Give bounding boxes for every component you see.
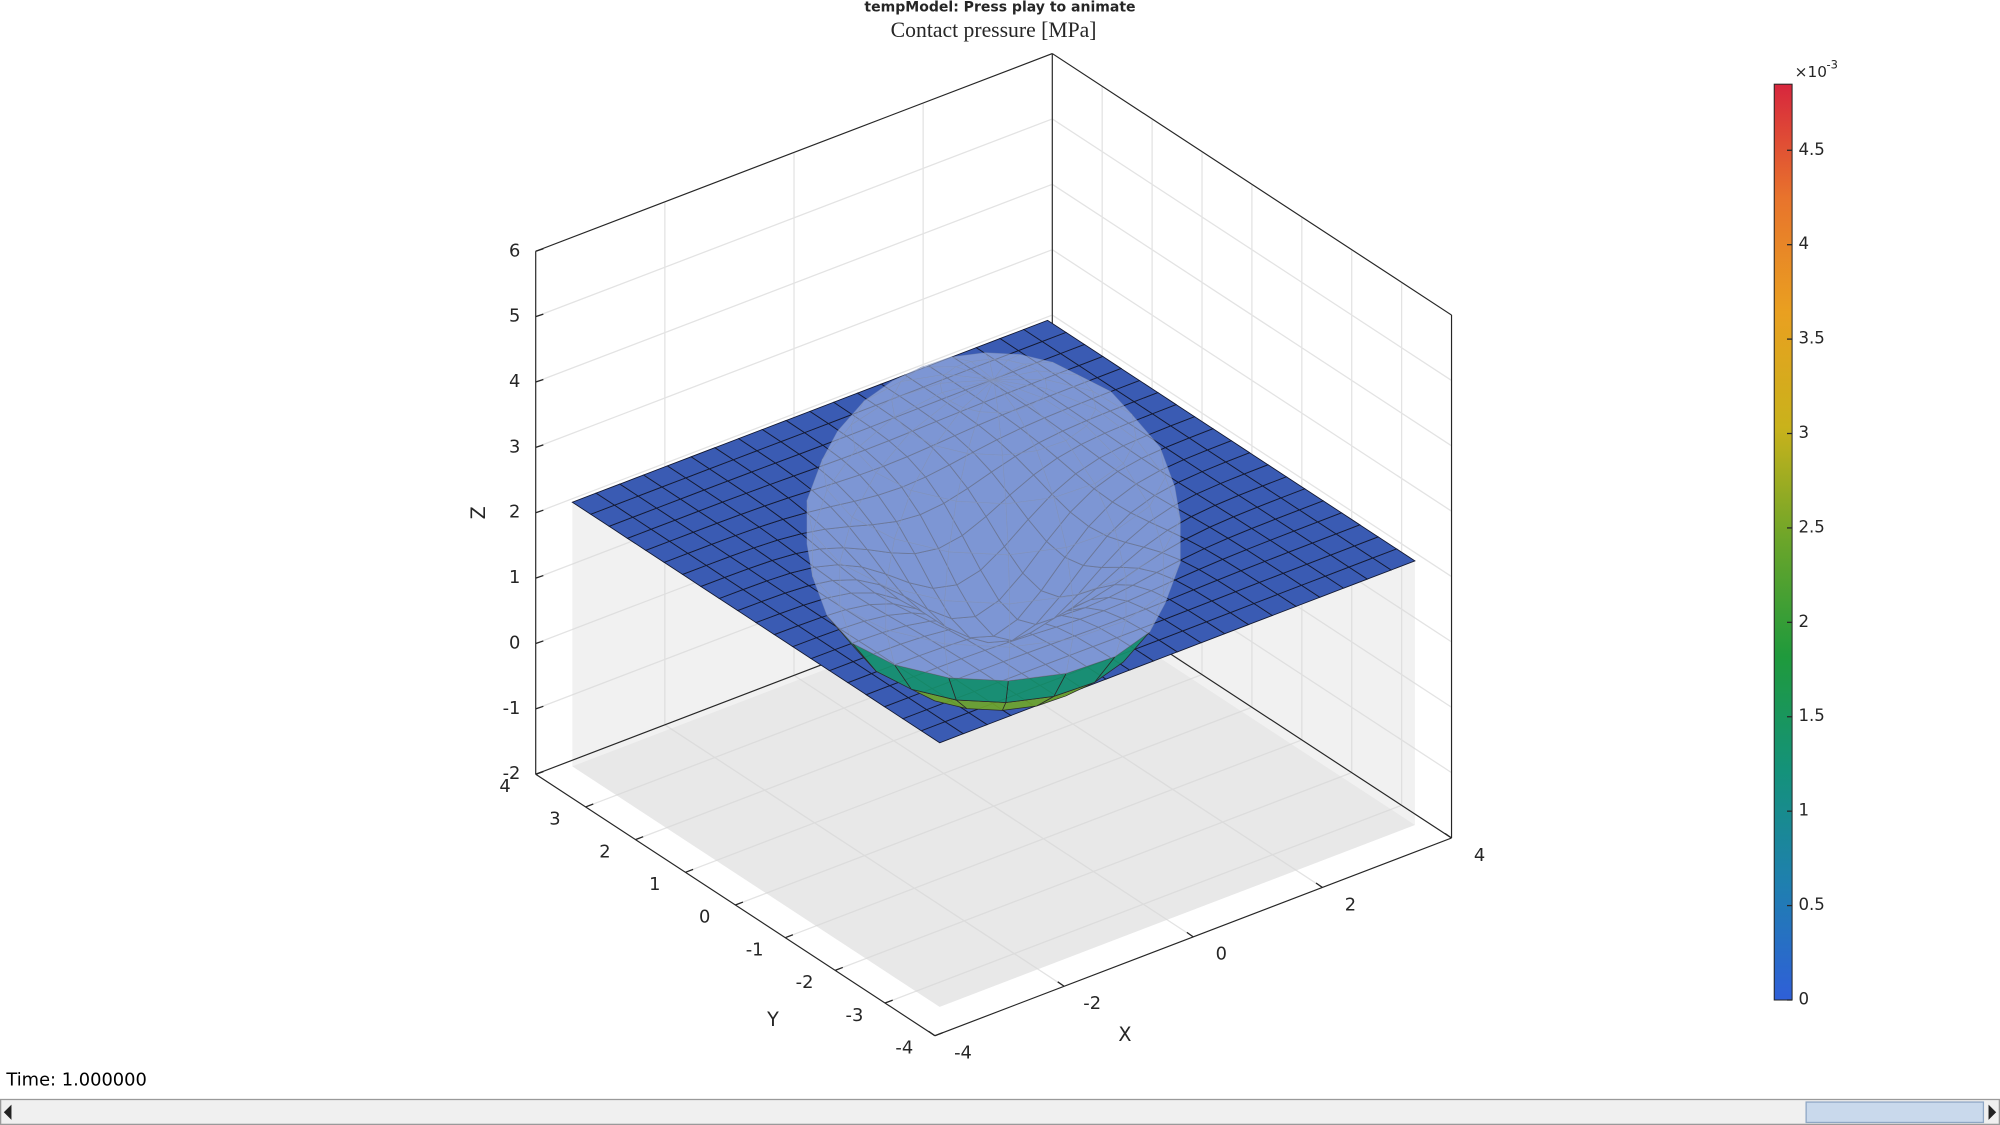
- y-tick-label: 1: [649, 874, 660, 895]
- y-tick: [834, 966, 844, 971]
- sphere-face: [944, 551, 1010, 605]
- slider-track[interactable]: [0, 1098, 2000, 1125]
- x-tick-label: -2: [1083, 993, 1101, 1014]
- y-axis-label: Y: [766, 1008, 779, 1031]
- z-tick-label: 1: [509, 567, 520, 588]
- grid-line: [685, 673, 1203, 873]
- grid-line: [535, 183, 1053, 383]
- slider-left-arrow[interactable]: [3, 1104, 12, 1120]
- y-tick: [735, 901, 744, 906]
- colorbar-tick-label: 3.5: [1798, 329, 1824, 348]
- x-tick: [1186, 931, 1194, 938]
- sphere-face: [948, 677, 1009, 703]
- time-slider[interactable]: [0, 1098, 2000, 1125]
- axis-box-edge: [1051, 53, 1452, 316]
- x-tick: [1444, 833, 1452, 839]
- z-tick: [535, 509, 544, 514]
- sphere-face: [944, 643, 1010, 682]
- y-tick: [635, 836, 644, 841]
- grid-line: [884, 804, 1402, 1004]
- z-tick: [535, 640, 544, 645]
- z-tick: [535, 705, 544, 710]
- colorbar-tick-label: 0: [1798, 990, 1809, 1009]
- sphere-face: [1007, 546, 1073, 605]
- surface-face: [1022, 319, 1067, 342]
- grid-line: [1051, 249, 1452, 512]
- z-tick: [535, 248, 544, 252]
- x-tick-label: -4: [954, 1043, 972, 1064]
- x-tick: [1057, 981, 1065, 987]
- z-tick-label: 4: [509, 371, 520, 392]
- colorbar-tick-label: 0.5: [1798, 895, 1824, 914]
- sphere-face: [948, 501, 1009, 556]
- z-tick-label: 5: [509, 306, 520, 327]
- sphere-face: [944, 600, 1010, 648]
- x-tick-label: 0: [1216, 944, 1227, 965]
- grid-line: [1051, 314, 1452, 578]
- z-axis-label: Z: [467, 506, 490, 519]
- slider-thumb[interactable]: [1805, 1101, 1985, 1124]
- grid-line: [834, 772, 1352, 971]
- grid-line: [785, 739, 1303, 939]
- z-tick-label: -1: [503, 698, 521, 719]
- colorbar-tick-label: 3: [1798, 423, 1809, 442]
- x-tick-label: 4: [1474, 845, 1485, 866]
- y-tick: [535, 770, 544, 775]
- x-tick: [928, 1030, 936, 1037]
- base-volume: [939, 560, 1415, 1007]
- z-tick: [535, 444, 544, 448]
- y-tick: [884, 999, 893, 1004]
- z-tick: [535, 574, 544, 579]
- y-tick-label: 4: [499, 776, 510, 797]
- slider-right-arrow[interactable]: [1988, 1104, 1997, 1120]
- colorbar-tick-label: 2: [1798, 612, 1809, 631]
- y-tick-label: -3: [846, 1005, 864, 1026]
- grid-line: [535, 249, 1053, 448]
- axis-box-edge: [535, 53, 1053, 252]
- colorbar-exponent: -3: [1827, 58, 1838, 72]
- grid-line: [535, 118, 1053, 318]
- z-tick-label: 0: [509, 632, 520, 653]
- y-tick-label: -1: [746, 939, 764, 960]
- y-tick-label: -2: [796, 972, 814, 993]
- sphere-face: [1009, 595, 1073, 648]
- base-volume: [572, 502, 940, 1007]
- z-tick-label: -2: [503, 763, 521, 784]
- time-label: Time: 1.000000: [5, 1069, 147, 1090]
- colorbar: [1773, 83, 1793, 1001]
- x-tick: [1315, 882, 1323, 888]
- x-tick-label: 2: [1345, 894, 1356, 915]
- y-tick-label: 0: [699, 907, 710, 928]
- y-tick: [785, 934, 794, 939]
- grid-line: [1051, 183, 1452, 447]
- y-tick: [685, 868, 694, 873]
- colorbar-tick-label: 2.5: [1798, 517, 1824, 536]
- window-title: tempModel: Press play to animate: [864, 0, 1135, 16]
- colorbar-tick-label: 1: [1798, 801, 1809, 820]
- plot-area: -2 -1 0 1 2 3 4 5 6 -4 -2 0 2 4 -4 -3 -2 -1 0 1 2 3 4 X Y Z: [467, 52, 1485, 1064]
- grid-line: [735, 706, 1253, 906]
- axes-title: Contact pressure [MPa]: [891, 18, 1097, 42]
- y-tick: [934, 1032, 943, 1037]
- colorbar-multiplier: ×10: [1795, 63, 1827, 81]
- y-tick-label: 2: [599, 841, 610, 862]
- y-tick-label: -4: [895, 1037, 913, 1058]
- grid-line: [535, 314, 1053, 514]
- z-tick: [535, 378, 544, 383]
- z-tick: [535, 313, 544, 318]
- base-volume: [572, 584, 1415, 1007]
- colorbar-tick-label: 1.5: [1798, 706, 1824, 725]
- z-tick-label: 3: [509, 436, 520, 457]
- colorbar-tick-label: 4.5: [1798, 140, 1824, 159]
- colorbar-tick-label: 4: [1798, 234, 1809, 253]
- z-tick-label: 6: [509, 240, 520, 261]
- y-tick: [585, 803, 594, 808]
- z-tick-label: 2: [509, 502, 520, 523]
- grid-line: [1051, 118, 1452, 381]
- x-axis-label: X: [1118, 1023, 1131, 1046]
- y-tick-label: 3: [549, 809, 560, 830]
